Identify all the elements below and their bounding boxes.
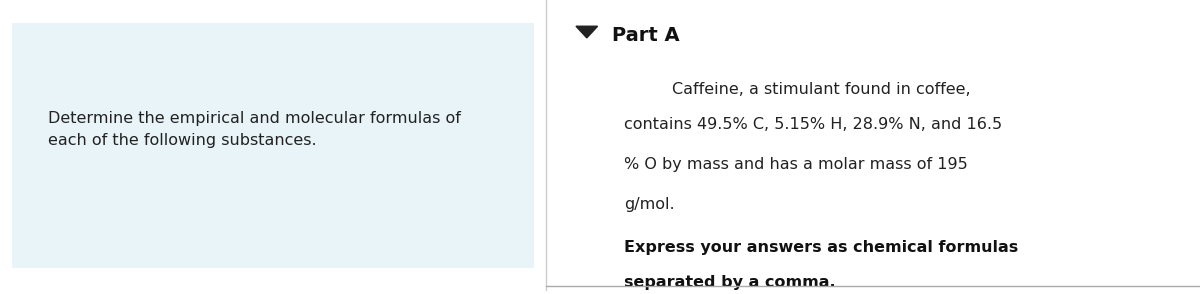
Text: contains 49.5% C, 5.15% H, 28.9% N, and 16.5: contains 49.5% C, 5.15% H, 28.9% N, and … — [624, 117, 1002, 132]
Polygon shape — [576, 26, 598, 38]
Text: Caffeine, a stimulant found in coffee,: Caffeine, a stimulant found in coffee, — [672, 82, 971, 97]
Text: Express your answers as chemical formulas: Express your answers as chemical formula… — [624, 240, 1019, 255]
Text: Determine the empirical and molecular formulas of
each of the following substanc: Determine the empirical and molecular fo… — [48, 111, 461, 148]
FancyBboxPatch shape — [12, 23, 534, 268]
Text: g/mol.: g/mol. — [624, 197, 674, 212]
Text: % O by mass and has a molar mass of 195: % O by mass and has a molar mass of 195 — [624, 157, 967, 172]
Text: separated by a comma.: separated by a comma. — [624, 275, 835, 290]
Text: Part A: Part A — [612, 26, 679, 45]
